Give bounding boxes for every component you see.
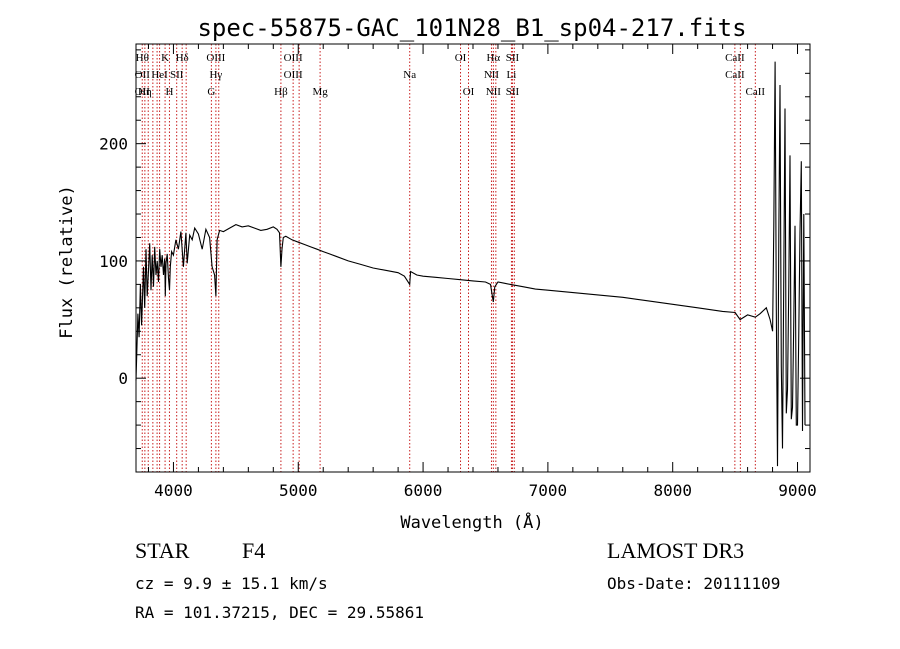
line-marker-label: CaII [746, 86, 766, 98]
plot-frame [135, 43, 811, 473]
line-marker-label: OI [463, 86, 475, 98]
line-marker-label: NII [486, 86, 502, 98]
spectrum-line [135, 61, 806, 467]
y-axis: 0 100 200 [99, 49, 810, 450]
line-marker-label: CaII [725, 52, 745, 64]
line-marker-label: SII [170, 69, 184, 81]
observation-date: Obs-Date: 20111109 [607, 574, 781, 593]
line-marker-label: Hγ [209, 69, 222, 81]
line-marker-label: OIII [284, 52, 303, 64]
line-marker-label: OII [135, 86, 151, 98]
line-marker-label: SII [506, 86, 520, 98]
line-marker-label: NII [484, 69, 500, 81]
x-tick-label: 8000 [653, 481, 692, 500]
line-marker-labels: HθOIIOIIHηHeIKHSIIHδGOIIIHγHβOIIIOIIIMgN… [135, 52, 766, 98]
y-tick-label: 100 [99, 252, 128, 271]
x-tick-label: 4000 [154, 481, 193, 500]
line-marker-label: Mg [312, 86, 328, 98]
line-marker-label: Li [507, 69, 517, 81]
line-marker-label: SII [506, 52, 520, 64]
line-marker-label: HeI [151, 69, 168, 81]
line-marker-label: Hη [138, 86, 152, 98]
y-axis-label: Flux (relative) [57, 185, 77, 339]
x-tick-label: 6000 [404, 481, 443, 500]
line-marker-label: G [207, 86, 215, 98]
redshift-text: cz = 9.9 ± 15.1 km/s [135, 574, 328, 593]
line-marker-label: OI [455, 52, 467, 64]
x-tick-label: 5000 [279, 481, 318, 500]
line-marker-label: Hβ [274, 86, 288, 98]
line-marker-label: Na [403, 69, 416, 81]
survey-name: LAMOST DR3 [607, 538, 745, 563]
chart-title: spec-55875-GAC_101N28_B1_sp04-217.fits [197, 14, 746, 42]
line-marker-label: H [165, 86, 173, 98]
x-tick-label: 7000 [529, 481, 568, 500]
line-marker-label: Hθ [136, 52, 149, 64]
x-tick-label: 9000 [778, 481, 817, 500]
line-marker-label: CaII [725, 69, 745, 81]
spectral-subclass: F4 [242, 538, 266, 563]
line-marker-label: Hδ [176, 52, 189, 64]
object-type: STAR [135, 538, 190, 563]
y-tick-label: 200 [99, 135, 128, 154]
x-axis-label: Wavelength (Å) [400, 511, 543, 533]
line-marker-label: OIII [206, 52, 225, 64]
line-marker-label: OIII [284, 69, 303, 81]
coordinates-text: RA = 101.37215, DEC = 29.55861 [135, 603, 424, 622]
line-markers [141, 44, 756, 472]
line-marker-label: OII [135, 69, 151, 81]
x-axis: 4000 5000 6000 7000 8000 9000 [147, 44, 817, 500]
line-marker-label: K [161, 52, 169, 64]
y-tick-label: 0 [118, 369, 128, 388]
line-marker-label: Hα [486, 52, 500, 64]
